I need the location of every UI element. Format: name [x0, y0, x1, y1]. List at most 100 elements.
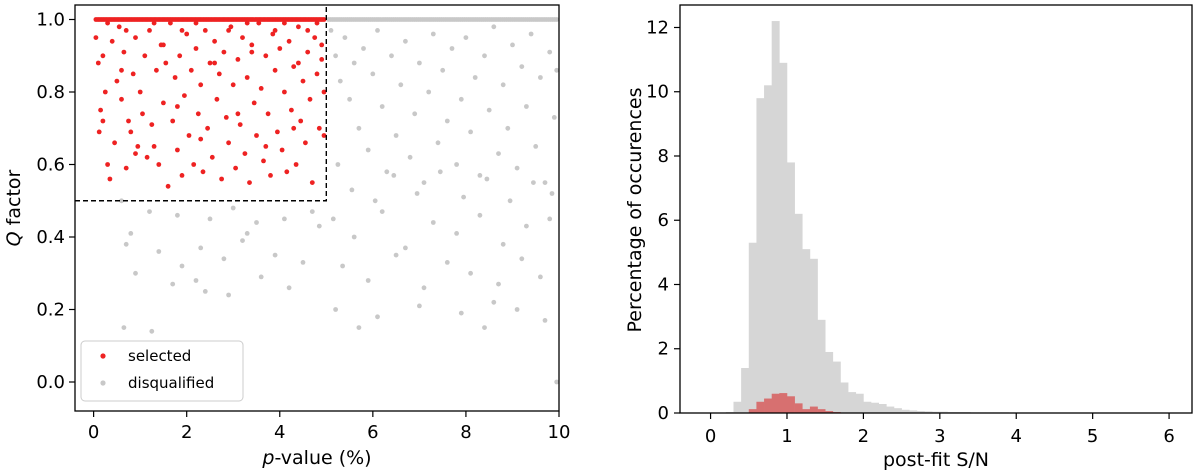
histogram-bar-all — [771, 21, 780, 414]
disqualified-point — [207, 216, 213, 222]
disqualified-point — [417, 60, 422, 66]
selected-point — [314, 71, 320, 77]
y-tick-label: 12 — [646, 17, 669, 38]
selected-point — [156, 162, 162, 167]
disqualified-point — [514, 165, 520, 171]
disqualified-point — [454, 162, 459, 167]
disqualified-point — [533, 144, 539, 149]
histogram-bar-all — [764, 85, 772, 413]
disqualified-point — [389, 53, 394, 59]
scatter-panel: 0 2 4 6 8 10 0.0 0.2 0.4 0.6 0.8 1.0 p-value (%) Q… — [3, 4, 571, 469]
selected-point — [179, 173, 185, 178]
histogram-x-axis: 0 1 2 3 4 5 6 — [705, 413, 1175, 447]
selected-point — [133, 151, 138, 157]
selected-point — [272, 28, 278, 33]
selected-point — [198, 136, 204, 142]
disqualified-point — [147, 209, 152, 215]
disqualified-point — [505, 125, 511, 131]
disqualified-point — [524, 223, 529, 229]
disqualified-point — [175, 212, 180, 218]
selected-point — [265, 111, 271, 117]
disqualified-point — [330, 216, 336, 222]
disqualified-point — [430, 220, 436, 225]
disqualified-point — [430, 31, 436, 37]
selected-point — [170, 118, 176, 124]
disqualified-point — [133, 270, 138, 276]
disqualified-point — [361, 46, 366, 51]
selected-point — [123, 28, 129, 33]
x-tick-label: 10 — [548, 422, 571, 443]
scatter-y-axis: 0.0 0.2 0.4 0.6 0.8 1.0 — [36, 10, 75, 393]
disqualified-point — [240, 238, 245, 244]
x-label-text: -value (%) — [274, 447, 371, 469]
histogram-y-axis-label: Percentage of occurences — [624, 88, 646, 333]
disqualified-point — [393, 252, 399, 258]
selected-point — [188, 67, 194, 73]
histogram-bar-all — [863, 401, 872, 413]
scatter-frame — [74, 4, 560, 412]
legend-label-selected: selected — [128, 347, 191, 365]
disqualified-point — [342, 35, 348, 40]
selected-point — [112, 140, 117, 146]
disqualified-point — [340, 263, 345, 269]
histogram-bar-all — [855, 393, 864, 413]
disqualified-point — [193, 278, 199, 283]
histogram-bars-all — [725, 21, 1178, 414]
disqualified-point — [244, 231, 250, 236]
selected-point — [226, 28, 232, 33]
selected-points — [93, 17, 327, 189]
disqualified-point — [514, 307, 520, 312]
disqualified-point — [370, 71, 376, 77]
histogram-bar-selected — [786, 396, 795, 413]
legend: selected disqualified — [80, 340, 244, 402]
selected-point — [223, 115, 229, 120]
histogram-bar-all — [741, 368, 750, 413]
disqualified-point — [407, 154, 413, 160]
selected-point — [249, 42, 255, 48]
selected-point — [177, 53, 183, 59]
disqualified-point — [547, 49, 553, 55]
selected-point — [165, 183, 171, 189]
disqualified-point — [365, 147, 371, 153]
histogram-bar-selected — [748, 409, 757, 413]
selected-point — [244, 75, 250, 80]
scatter-x-axis: 0 2 4 6 8 10 — [88, 411, 571, 443]
disqualified-points — [119, 17, 560, 385]
histogram-bar-all — [924, 411, 933, 413]
disqualified-point — [316, 223, 322, 229]
selected-point — [214, 96, 220, 102]
disqualified-point — [449, 46, 455, 51]
disqualified-point — [356, 125, 362, 131]
disqualified-point — [384, 169, 390, 175]
selected-point — [212, 38, 218, 44]
selected-point — [144, 154, 150, 160]
selected-point — [216, 71, 222, 77]
disqualified-point — [542, 318, 548, 323]
histogram-bar-all — [848, 392, 857, 413]
histogram-bar-all — [878, 404, 887, 413]
disqualified-point — [554, 67, 560, 73]
selected-point — [172, 75, 178, 80]
selected-point — [202, 28, 208, 33]
disqualified-point — [286, 285, 292, 291]
disqualified-point — [507, 198, 513, 204]
disqualified-point — [500, 241, 506, 247]
disqualified-point — [484, 176, 490, 182]
legend-box — [80, 340, 244, 402]
disqualified-point — [221, 256, 227, 262]
disqualified-point — [554, 17, 560, 22]
disqualified-point — [458, 96, 464, 102]
selected-point — [261, 158, 266, 164]
selected-point — [321, 133, 327, 138]
histogram-bar-all — [871, 402, 879, 413]
selected-point — [268, 173, 273, 178]
selected-point — [270, 31, 276, 37]
y-tick-label: 4 — [658, 274, 669, 295]
y-tick-label: 2 — [658, 339, 669, 360]
disqualified-point — [379, 104, 385, 109]
selected-point — [247, 180, 252, 186]
disqualified-point — [393, 133, 399, 138]
histogram-bar-selected — [764, 398, 772, 413]
selected-point — [226, 140, 232, 146]
disqualified-point — [437, 169, 443, 175]
